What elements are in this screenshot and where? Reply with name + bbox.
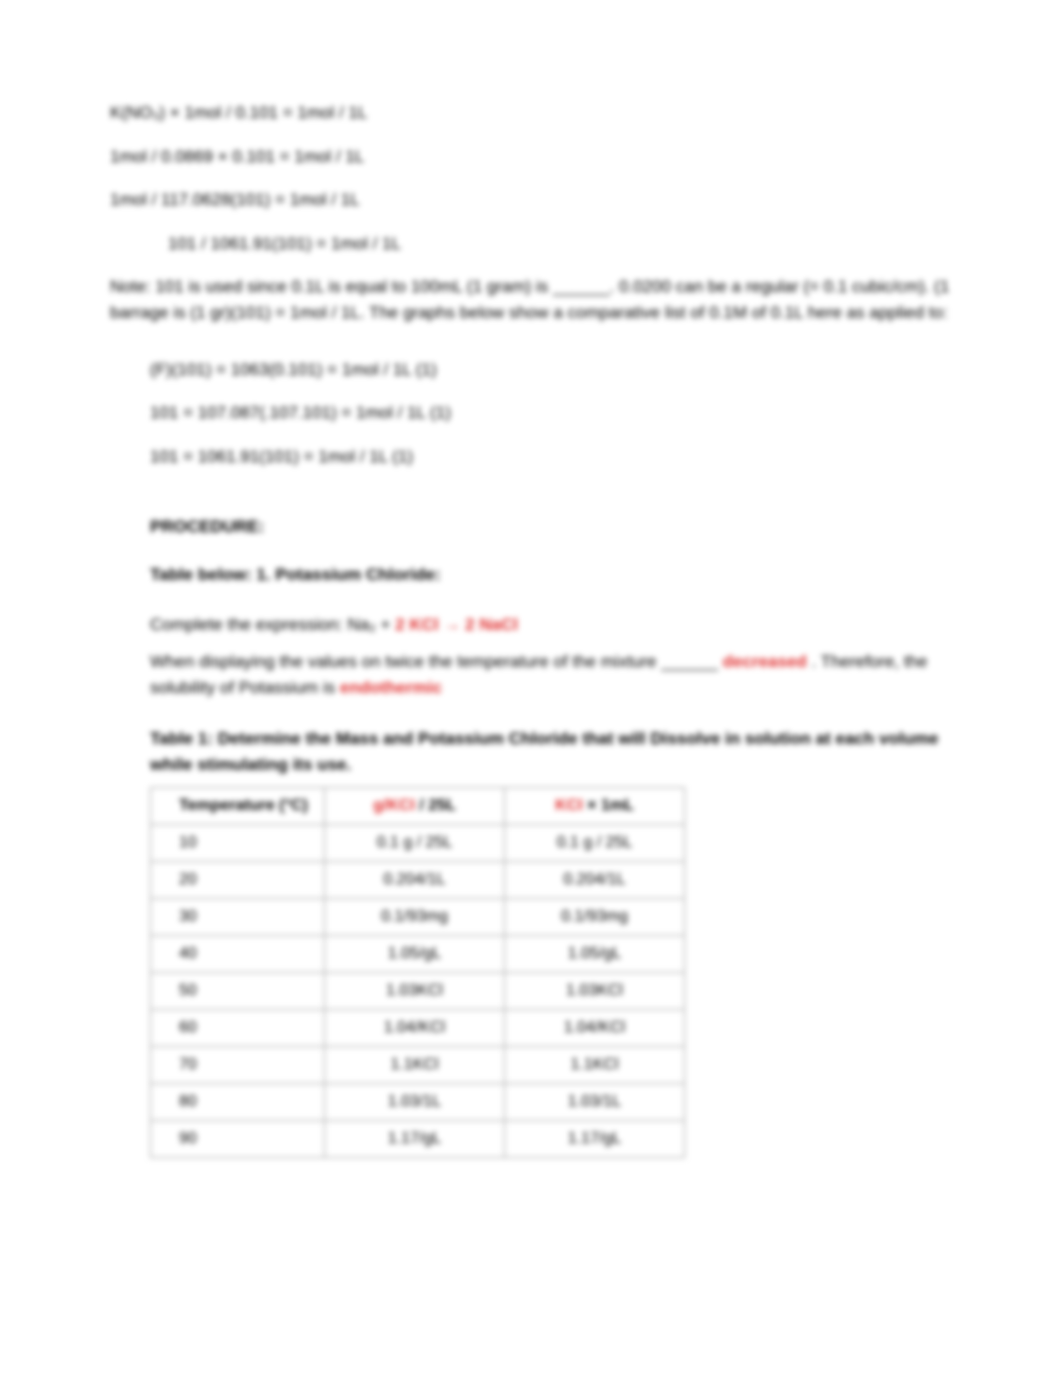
cell-v2: 1.05/gL	[505, 936, 685, 973]
statement-2-red2: endothermic	[340, 678, 442, 697]
table-body: 10 0.1 g / 25L 0.1 g / 25L 20 0.204/1L 0…	[151, 825, 685, 1158]
table-row: 70 1.1KCl 1.1KCl	[151, 1047, 685, 1084]
table-row: 90 1.17/gL 1.17/gL	[151, 1121, 685, 1158]
cell-v2: 1.04/KCl	[505, 1010, 685, 1047]
table-caption: Table 1: Determine the Mass and Potassiu…	[150, 726, 952, 777]
statement-1-red: 2 KCl → 2 NaCl	[395, 615, 518, 634]
cell-temp: 10	[151, 825, 325, 862]
cell-temp: 90	[151, 1121, 325, 1158]
col-header-2-black: / 25L	[419, 797, 455, 814]
col-header-2-red: g/KCI	[373, 797, 419, 814]
cell-v1: 1.05/gL	[325, 936, 505, 973]
table-row: 30 0.1/93mg 0.1/93mg	[151, 899, 685, 936]
cell-temp: 30	[151, 899, 325, 936]
statement-1-prefix: Complete the expression: Na₂ +	[150, 615, 395, 634]
cell-temp: 40	[151, 936, 325, 973]
equation-line-5: (F)(101) = 1063(0.101) = 1mol / 1L (1)	[150, 357, 952, 383]
col-header-temperature: Temperature (°C)	[151, 788, 325, 825]
cell-v2: 0.204/1L	[505, 862, 685, 899]
cell-v1: 0.1/93mg	[325, 899, 505, 936]
cell-temp: 70	[151, 1047, 325, 1084]
cell-v2: 1.03/1L	[505, 1084, 685, 1121]
cell-v1: 1.1KCl	[325, 1047, 505, 1084]
cell-temp: 80	[151, 1084, 325, 1121]
col-header-3: KCI × 1mL	[505, 788, 685, 825]
statement-2-prefix: When displaying the values on twice the …	[150, 652, 723, 671]
equation-line-3: 1mol / 117.0628(101) = 1mol / 1L	[110, 187, 952, 213]
statement-1: Complete the expression: Na₂ + 2 KCl → 2…	[150, 612, 952, 638]
table-row: 60 1.04/KCl 1.04/KCl	[151, 1010, 685, 1047]
statement-2: When displaying the values on twice the …	[150, 649, 952, 702]
cell-v1: 0.204/1L	[325, 862, 505, 899]
col-header-2: g/KCI / 25L	[325, 788, 505, 825]
note-paragraph: Note: 101 is used since 0.1L is equal to…	[110, 274, 952, 327]
cell-v1: 1.03KCl	[325, 973, 505, 1010]
equation-line-6: 101 = 107.087(.107.101) = 1mol / 1L (1)	[150, 400, 952, 426]
col-header-3-red: KCI	[555, 797, 583, 814]
cell-temp: 20	[151, 862, 325, 899]
table-row: 20 0.204/1L 0.204/1L	[151, 862, 685, 899]
equation-line-4: 101 / 1061.91(101) = 1mol / 1L	[168, 231, 952, 257]
cell-v2: 1.17/gL	[505, 1121, 685, 1158]
table-row: 10 0.1 g / 25L 0.1 g / 25L	[151, 825, 685, 862]
table-row: 50 1.03KCl 1.03KCl	[151, 973, 685, 1010]
cell-v1: 0.1 g / 25L	[325, 825, 505, 862]
cell-v2: 1.03KCl	[505, 973, 685, 1010]
equation-line-2: 1mol / 0.0869 × 0.101 = 1mol / 1L	[110, 144, 952, 170]
procedure-heading: PROCEDURE:	[150, 514, 952, 540]
cell-v1: 1.03/1L	[325, 1084, 505, 1121]
statement-2-red: decreased	[723, 652, 807, 671]
cell-v1: 1.04/KCl	[325, 1010, 505, 1047]
data-table: Temperature (°C) g/KCI / 25L KCI × 1mL 1…	[150, 787, 685, 1158]
cell-v1: 1.17/gL	[325, 1121, 505, 1158]
cell-v2: 0.1/93mg	[505, 899, 685, 936]
col-header-3-black: × 1mL	[583, 797, 634, 814]
table-row: 40 1.05/gL 1.05/gL	[151, 936, 685, 973]
cell-v2: 1.1KCl	[505, 1047, 685, 1084]
cell-temp: 50	[151, 973, 325, 1010]
cell-v2: 0.1 g / 25L	[505, 825, 685, 862]
equation-line-1: K(NO₃) × 1mol / 0.101 = 1mol / 1L	[110, 100, 952, 126]
cell-temp: 60	[151, 1010, 325, 1047]
table-row: 80 1.03/1L 1.03/1L	[151, 1084, 685, 1121]
equation-line-7: 101 = 1061.91(101) = 1mol / 1L (1)	[150, 444, 952, 470]
table-header-row: Temperature (°C) g/KCI / 25L KCI × 1mL	[151, 788, 685, 825]
procedure-subtitle: Table below: 1. Potassium Chloride:	[150, 562, 952, 588]
